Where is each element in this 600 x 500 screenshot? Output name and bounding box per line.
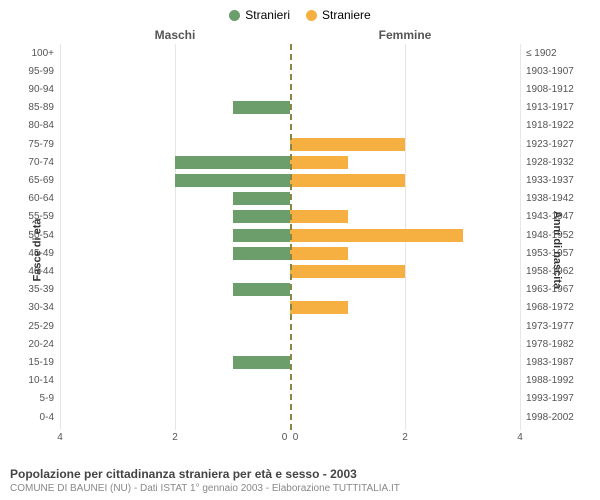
birth-label: 1993-1997 bbox=[526, 390, 574, 408]
age-label: 40-44 bbox=[28, 262, 54, 280]
legend-label-female: Straniere bbox=[322, 8, 371, 22]
birth-label: ≤ 1902 bbox=[526, 44, 557, 62]
age-label: 45-49 bbox=[28, 244, 54, 262]
bar-male bbox=[233, 247, 291, 260]
bar-male bbox=[233, 229, 291, 242]
age-label: 20-24 bbox=[28, 335, 54, 353]
age-label: 15-19 bbox=[28, 353, 54, 371]
birth-label: 1928-1932 bbox=[526, 153, 574, 171]
footer-title: Popolazione per cittadinanza straniera p… bbox=[10, 467, 590, 481]
bar-female bbox=[290, 210, 348, 223]
age-label: 0-4 bbox=[40, 408, 54, 426]
birth-label: 1948-1952 bbox=[526, 226, 574, 244]
birth-label: 1923-1927 bbox=[526, 135, 574, 153]
bar-female bbox=[290, 229, 463, 242]
bar-male bbox=[233, 192, 291, 205]
age-label: 60-64 bbox=[28, 190, 54, 208]
x-tick: 0 bbox=[282, 432, 288, 443]
x-tick: 4 bbox=[57, 432, 63, 443]
birth-label: 1963-1967 bbox=[526, 281, 574, 299]
bar-female bbox=[290, 156, 348, 169]
age-label: 65-69 bbox=[28, 171, 54, 189]
age-label: 80-84 bbox=[28, 117, 54, 135]
x-axis-labels: 4 2 00 2 4 bbox=[60, 432, 520, 446]
x-tick: 2 bbox=[402, 432, 408, 443]
plot-area bbox=[60, 44, 520, 430]
age-label: 85-89 bbox=[28, 99, 54, 117]
birth-label: 1983-1987 bbox=[526, 353, 574, 371]
age-label: 90-94 bbox=[28, 80, 54, 98]
legend-item-female: Straniere bbox=[306, 8, 371, 22]
legend-item-male: Stranieri bbox=[229, 8, 290, 22]
age-label: 30-34 bbox=[28, 299, 54, 317]
population-pyramid-chart: Stranieri Straniere Maschi Femmine Fasce… bbox=[0, 0, 600, 500]
birth-label: 1953-1957 bbox=[526, 244, 574, 262]
gridline bbox=[520, 44, 521, 430]
bar-female bbox=[290, 247, 348, 260]
age-label: 55-59 bbox=[28, 208, 54, 226]
bar-male bbox=[233, 101, 291, 114]
legend-label-male: Stranieri bbox=[245, 8, 290, 22]
chart-footer: Popolazione per cittadinanza straniera p… bbox=[10, 467, 590, 494]
legend: Stranieri Straniere bbox=[0, 0, 600, 22]
age-label: 25-29 bbox=[28, 317, 54, 335]
birth-label: 1903-1907 bbox=[526, 62, 574, 80]
birth-label: 1943-1947 bbox=[526, 208, 574, 226]
bar-female bbox=[290, 138, 405, 151]
age-label: 35-39 bbox=[28, 281, 54, 299]
column-headers: Maschi Femmine bbox=[60, 28, 520, 42]
x-tick: 4 bbox=[517, 432, 523, 443]
bar-male bbox=[233, 356, 291, 369]
age-label: 70-74 bbox=[28, 153, 54, 171]
legend-swatch-female bbox=[306, 10, 317, 21]
age-label: 50-54 bbox=[28, 226, 54, 244]
bar-male bbox=[175, 156, 290, 169]
birth-label: 1988-1992 bbox=[526, 372, 574, 390]
column-header-female: Femmine bbox=[290, 28, 520, 42]
birth-label: 1918-1922 bbox=[526, 117, 574, 135]
column-header-male: Maschi bbox=[60, 28, 290, 42]
birth-label: 1933-1937 bbox=[526, 171, 574, 189]
age-label: 95-99 bbox=[28, 62, 54, 80]
bar-female bbox=[290, 174, 405, 187]
bar-female bbox=[290, 301, 348, 314]
y-axis-labels-age: 100+95-9990-9485-8980-8475-7970-7465-696… bbox=[0, 44, 58, 430]
birth-label: 1913-1917 bbox=[526, 99, 574, 117]
footer-subtitle: COMUNE DI BAUNEI (NU) - Dati ISTAT 1° ge… bbox=[10, 483, 590, 494]
x-tick: 0 bbox=[293, 432, 299, 443]
birth-label: 1978-1982 bbox=[526, 335, 574, 353]
bar-female bbox=[290, 265, 405, 278]
birth-label: 1938-1942 bbox=[526, 190, 574, 208]
bar-male bbox=[175, 174, 290, 187]
birth-label: 1973-1977 bbox=[526, 317, 574, 335]
bar-male bbox=[233, 283, 291, 296]
y-axis-labels-birth: ≤ 19021903-19071908-19121913-19171918-19… bbox=[522, 44, 600, 430]
birth-label: 1968-1972 bbox=[526, 299, 574, 317]
birth-label: 1958-1962 bbox=[526, 262, 574, 280]
age-label: 100+ bbox=[31, 44, 54, 62]
age-label: 75-79 bbox=[28, 135, 54, 153]
birth-label: 1998-2002 bbox=[526, 408, 574, 426]
birth-label: 1908-1912 bbox=[526, 80, 574, 98]
age-label: 5-9 bbox=[40, 390, 54, 408]
bar-male bbox=[233, 210, 291, 223]
age-label: 10-14 bbox=[28, 372, 54, 390]
center-divider bbox=[290, 44, 292, 430]
legend-swatch-male bbox=[229, 10, 240, 21]
x-tick: 2 bbox=[172, 432, 178, 443]
